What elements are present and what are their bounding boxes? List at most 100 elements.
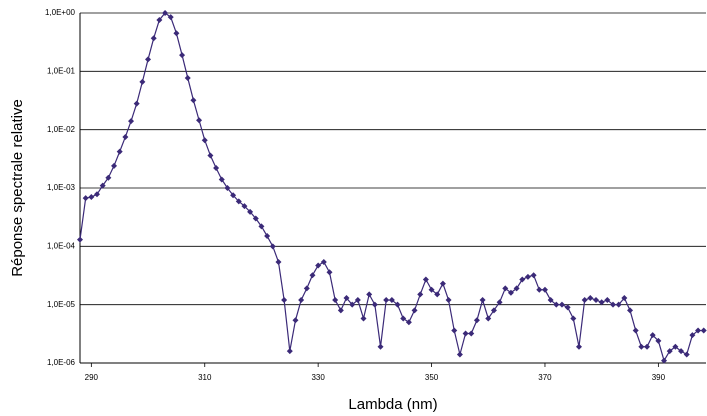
data-point	[666, 348, 673, 355]
data-point	[644, 343, 651, 350]
data-point	[366, 291, 373, 298]
data-point	[700, 327, 707, 334]
data-point	[133, 100, 140, 107]
data-point	[428, 286, 435, 293]
data-point	[649, 332, 656, 339]
y-tick-label: 1,0E-04	[47, 241, 76, 250]
data-point	[230, 192, 237, 199]
data-point	[490, 307, 497, 314]
y-axis-title: Réponse spectrale relative	[9, 99, 26, 277]
data-point	[298, 297, 305, 304]
data-point	[394, 301, 401, 308]
data-point	[128, 118, 135, 125]
data-point	[388, 297, 395, 304]
data-point	[173, 30, 180, 37]
y-tick-label: 1,0E-06	[47, 358, 76, 367]
data-point	[661, 357, 668, 364]
data-point	[638, 343, 645, 350]
data-point	[349, 301, 356, 308]
data-point	[422, 276, 429, 283]
data-point	[405, 319, 412, 326]
data-point	[592, 297, 599, 304]
data-point	[264, 233, 271, 240]
data-point	[383, 297, 390, 304]
data-point	[315, 262, 322, 269]
data-point	[570, 315, 577, 322]
data-point	[196, 117, 203, 124]
data-point	[150, 35, 157, 42]
data-point	[111, 162, 118, 169]
data-point	[615, 301, 622, 308]
data-point	[292, 317, 299, 324]
data-point	[105, 174, 112, 181]
x-tick-label: 350	[425, 373, 439, 382]
y-tick-label: 1,0E-03	[47, 183, 76, 192]
y-tick-label: 1,0E-02	[47, 125, 76, 134]
data-point	[320, 258, 327, 265]
data-point	[88, 194, 95, 201]
data-point	[162, 10, 169, 16]
data-point	[530, 272, 537, 279]
data-point	[678, 348, 685, 355]
data-point	[581, 297, 588, 304]
data-point	[258, 223, 265, 230]
data-point	[213, 165, 220, 172]
data-point	[655, 337, 662, 344]
data-point	[536, 286, 543, 293]
data-point	[575, 343, 582, 350]
data-point	[371, 301, 378, 308]
data-point	[564, 304, 571, 311]
x-axis-title: Lambda (nm)	[348, 396, 437, 413]
data-point	[207, 152, 214, 159]
data-point	[610, 301, 617, 308]
data-point	[184, 74, 191, 81]
data-point	[473, 317, 480, 324]
data-point	[252, 215, 259, 222]
data-point	[627, 307, 634, 314]
data-point	[547, 297, 554, 304]
data-point	[524, 273, 531, 280]
data-point	[337, 307, 344, 314]
data-point	[439, 280, 446, 287]
y-tick-label: 1,0E-01	[47, 66, 76, 75]
data-point	[445, 297, 452, 304]
data-point	[190, 97, 197, 104]
y-tick-label: 1,0E-05	[47, 300, 76, 309]
data-point	[77, 236, 83, 243]
data-point	[139, 78, 146, 85]
data-point	[400, 315, 407, 322]
data-point	[479, 297, 486, 304]
data-point	[598, 299, 605, 306]
data-point	[343, 295, 350, 302]
data-point	[417, 291, 424, 298]
data-point	[309, 272, 316, 279]
data-point	[360, 315, 367, 322]
x-tick-label: 310	[198, 373, 212, 382]
y-tick-label: 1,0E+00	[45, 8, 76, 17]
data-point	[632, 327, 639, 334]
data-point	[468, 330, 475, 337]
data-point	[281, 297, 288, 304]
data-point	[451, 327, 458, 334]
data-point	[247, 208, 254, 215]
data-point	[156, 16, 163, 23]
x-tick-label: 390	[652, 373, 666, 382]
data-point	[689, 332, 696, 339]
data-point	[122, 133, 129, 140]
data-point	[354, 297, 361, 304]
data-point	[672, 343, 679, 350]
data-point	[553, 301, 560, 308]
data-point	[502, 285, 509, 292]
x-tick-label: 370	[538, 373, 552, 382]
data-point	[224, 185, 231, 191]
data-point	[377, 343, 384, 350]
data-point	[496, 299, 503, 306]
data-point	[94, 191, 101, 198]
data-point	[462, 330, 469, 337]
data-point	[201, 137, 208, 144]
data-point	[116, 148, 123, 155]
data-line	[79, 12, 704, 363]
data-point	[683, 351, 690, 358]
data-point	[99, 182, 106, 189]
